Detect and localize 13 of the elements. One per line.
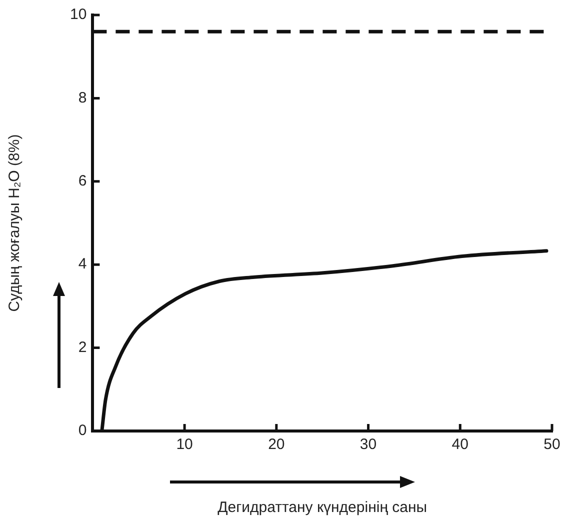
x-tick-label: 10 [176, 436, 193, 454]
y-tick-label: 4 [78, 256, 87, 273]
x-tick-label: 20 [268, 436, 285, 454]
y-tick-label: 8 [78, 89, 87, 106]
x-axis-title: Дегидраттану күндерінің саны [218, 499, 428, 516]
x-tick-label: 40 [452, 436, 468, 454]
y-axis-title: Судың жоғалуы H₂O (8%) [6, 134, 24, 312]
y-tick-label: 0 [78, 422, 87, 440]
x-tick-label: 30 [360, 436, 377, 454]
y-tick-label: 2 [78, 338, 87, 356]
x-tick-label: 50 [544, 436, 560, 454]
y-tick-label: 10 [70, 6, 87, 24]
y-tick-label: 6 [78, 172, 87, 190]
